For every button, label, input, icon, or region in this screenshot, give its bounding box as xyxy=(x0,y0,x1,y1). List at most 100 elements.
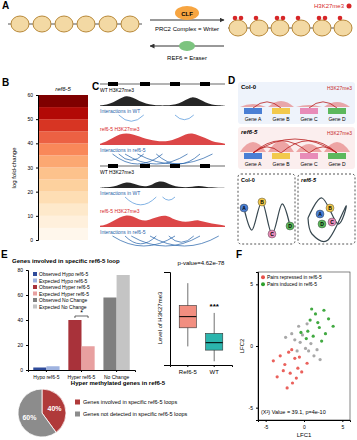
axis: -505 xyxy=(259,420,351,430)
methyl-mark xyxy=(296,16,301,21)
panel-label: D xyxy=(228,75,235,86)
bar xyxy=(103,298,116,371)
point xyxy=(298,356,301,359)
point xyxy=(286,386,289,389)
interaction-arc xyxy=(175,115,194,120)
tick: 20 xyxy=(27,189,38,195)
methyl-mark xyxy=(323,16,328,21)
tick: 40 xyxy=(17,317,28,323)
loop-box xyxy=(298,174,355,244)
gene-node xyxy=(268,230,276,238)
box-plot: Ref6-5WTp-value=4.62e-78Level of H3K27me… xyxy=(157,260,233,375)
figure: ABCDEFCLFPRC2 Complex = WriterREF6 = Era… xyxy=(0,0,357,440)
axis-title: log fold-change xyxy=(11,147,17,189)
tick-mark xyxy=(36,168,38,169)
methyl-mark xyxy=(233,16,238,21)
axis-line xyxy=(171,366,233,368)
tick-mark xyxy=(26,295,28,296)
point xyxy=(305,322,308,325)
heatmap: 0102030405060ref6-5log fold-change xyxy=(11,86,88,243)
point xyxy=(297,325,300,328)
heat-cell xyxy=(38,180,88,192)
axis-title: LFC2 xyxy=(239,338,245,353)
tick-label: -5 xyxy=(264,424,269,430)
label: H3K27me3 xyxy=(314,3,345,9)
tick-mark xyxy=(342,420,343,422)
nucleosome xyxy=(271,20,289,36)
tick-mark xyxy=(256,346,258,347)
tick-label: 0 xyxy=(20,367,23,373)
gene-box xyxy=(244,108,262,114)
panel-label: B xyxy=(2,77,9,88)
tick: 5 xyxy=(341,420,344,430)
legend-swatch xyxy=(347,4,352,9)
methyl-mark xyxy=(275,16,280,21)
point xyxy=(305,362,308,365)
point xyxy=(287,351,290,354)
nucleosome xyxy=(55,16,73,32)
label: REF6 = Eraser xyxy=(167,55,207,61)
loop-arc xyxy=(309,102,337,108)
tick-mark xyxy=(36,216,38,217)
tick: 0 xyxy=(250,343,258,349)
point xyxy=(327,317,330,320)
tick: -5 xyxy=(249,405,258,411)
signal-track xyxy=(100,133,225,145)
heat-cell xyxy=(38,107,88,119)
signal-track xyxy=(100,96,225,106)
interaction-arc xyxy=(150,236,219,246)
nucleosome xyxy=(33,16,51,32)
loop-arc xyxy=(309,147,337,153)
tick: 0 xyxy=(20,367,28,373)
tick-mark xyxy=(36,95,38,96)
legend-swatch xyxy=(75,400,80,405)
tick-mark xyxy=(26,370,28,371)
chromatin-fiber xyxy=(244,202,290,234)
h3k27me3-hill xyxy=(240,142,266,152)
point xyxy=(283,363,286,366)
heat-cell xyxy=(38,119,88,131)
tick-label: Hyper ref6-5 xyxy=(68,374,96,380)
genome-browser: WT H3K27me3ref6-5 H3K27me3Interactions i… xyxy=(100,82,225,246)
track-label: Interactions in WT xyxy=(100,190,140,196)
title: Hyper methylated genes in ref6-5 xyxy=(71,380,166,386)
interaction-arc xyxy=(113,236,176,246)
point xyxy=(316,321,319,324)
tick-label: 80 xyxy=(17,267,23,273)
panel-label: F xyxy=(236,249,242,260)
gene-node xyxy=(316,210,324,218)
tick-label: No Change xyxy=(104,374,130,380)
panel-label: C xyxy=(92,81,99,92)
axis-line xyxy=(256,273,259,421)
tick: 10 xyxy=(27,213,38,219)
point xyxy=(290,332,293,335)
track-label: WT H3K27me3 xyxy=(100,169,134,175)
tick-label: 0 xyxy=(30,237,33,243)
point xyxy=(312,335,315,338)
tick-label: 5 xyxy=(341,424,344,430)
h3k27me3-hill xyxy=(240,104,266,107)
point xyxy=(299,341,302,344)
chromatin-fiber xyxy=(308,198,346,242)
tick-label: 20 xyxy=(17,342,23,348)
tick-label: 60 xyxy=(17,292,23,298)
axis-line xyxy=(26,271,29,371)
methyl-mark xyxy=(317,16,322,21)
gene-node xyxy=(286,222,294,230)
plot-frame xyxy=(258,272,350,420)
tick-label: 40 xyxy=(17,317,23,323)
legend-entry: Observed Hypo ref6-5 xyxy=(39,271,88,277)
methyl-mark xyxy=(239,16,244,21)
tick: WT xyxy=(210,365,220,375)
gene-node xyxy=(328,218,336,226)
tick-label: -5 xyxy=(249,405,254,411)
axis-title: Level of H3K27me3 xyxy=(157,291,163,344)
tick-mark xyxy=(26,320,28,321)
tick-label: 60 xyxy=(27,92,33,98)
tick: 50 xyxy=(27,116,38,122)
point xyxy=(296,349,299,352)
point xyxy=(309,319,312,322)
tick: 5 xyxy=(250,281,258,287)
annotation: * xyxy=(80,309,83,316)
point xyxy=(314,312,317,315)
